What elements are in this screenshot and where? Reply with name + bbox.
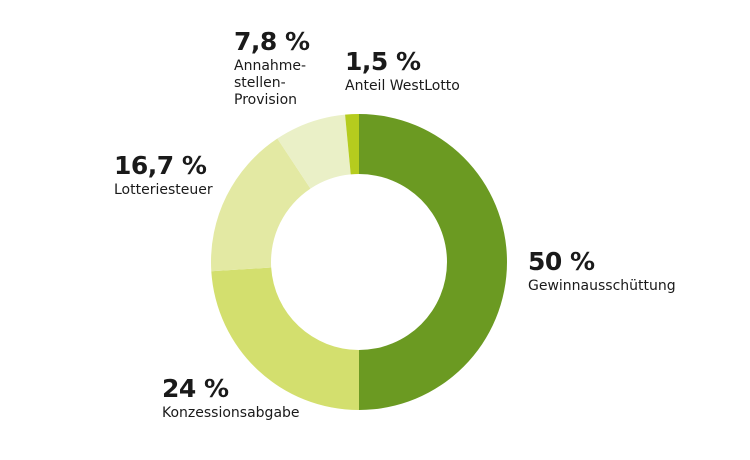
label-lotteriesteuer: 16,7 % Lotteriesteuer: [114, 152, 213, 199]
donut-slice-4: [345, 114, 359, 175]
slice-name: Gewinnausschüttung: [528, 278, 676, 294]
slice-percent: 1,5 %: [345, 47, 421, 76]
slice-percent: 50 %: [528, 247, 595, 276]
donut-slice-1: [211, 267, 359, 410]
slice-name: Lotteriesteuer: [114, 182, 213, 198]
donut-slices: [210, 114, 507, 410]
donut-slice-3: [277, 114, 351, 189]
label-konzessionsabgabe: 24 % Konzessionsabgabe: [162, 375, 300, 422]
label-annahmestellen-provision: 7,8 % Annahme- stellen- Provision: [234, 28, 310, 109]
slice-name: Annahme- stellen- Provision: [234, 58, 307, 108]
label-gewinnausschuettung: 50 % Gewinnausschüttung: [528, 248, 676, 295]
donut-slice-0: [359, 114, 507, 410]
slice-name: Anteil WestLotto: [345, 78, 460, 94]
slice-percent: 24 %: [162, 374, 229, 403]
label-anteil-westlotto: 1,5 % Anteil WestLotto: [345, 48, 460, 95]
donut-slice-2: [210, 138, 311, 272]
slice-percent: 7,8 %: [234, 27, 310, 56]
slice-percent: 16,7 %: [114, 151, 207, 180]
slice-name: Konzessionsabgabe: [162, 405, 300, 421]
